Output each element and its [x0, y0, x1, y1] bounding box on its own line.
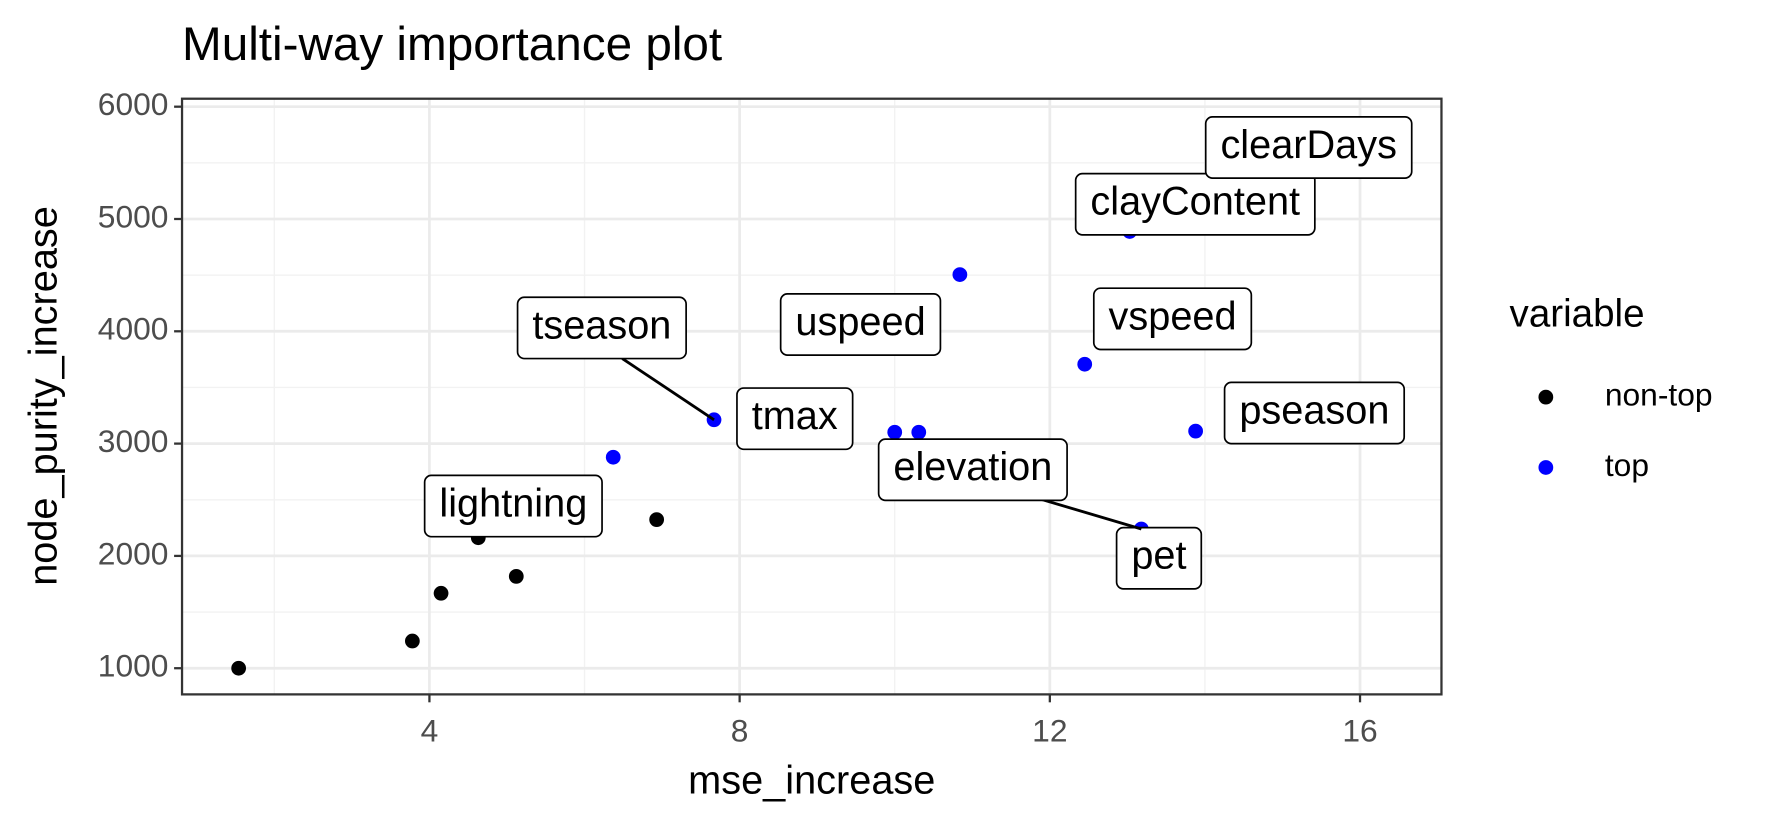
label-text: tseason — [532, 303, 671, 347]
y-tick-label: 1000 — [98, 648, 169, 684]
point — [231, 660, 247, 676]
point — [911, 424, 927, 440]
label-text: pseason — [1239, 388, 1389, 432]
point — [605, 449, 621, 465]
label-text: uspeed — [795, 300, 925, 344]
label-text: clearDays — [1220, 123, 1397, 167]
point-label: elevation — [877, 438, 1068, 502]
point — [649, 512, 665, 528]
point — [887, 424, 903, 440]
y-tick-label: 3000 — [98, 423, 169, 459]
point-label: uspeed — [779, 293, 942, 356]
label-text: tmax — [752, 394, 838, 438]
label-text: vspeed — [1109, 294, 1237, 338]
point-label: vspeed — [1092, 287, 1253, 351]
label-box — [779, 293, 942, 356]
y-tick-label: 5000 — [98, 198, 169, 234]
x-tick-label: 8 — [731, 712, 749, 748]
label-box — [877, 438, 1068, 502]
label-text: pet — [1131, 534, 1186, 578]
legend-key — [1538, 389, 1554, 405]
point-label: tseason — [516, 296, 687, 360]
point — [1188, 423, 1204, 439]
point — [508, 568, 524, 584]
point-label: tmax — [736, 387, 854, 451]
label-text: elevation — [893, 445, 1052, 489]
legend-label: top — [1605, 447, 1649, 483]
legend-title: variable — [1510, 293, 1645, 336]
point-label: clearDays — [1204, 116, 1413, 179]
label-connector — [621, 357, 715, 421]
point — [952, 267, 968, 282]
x-tick-label: 4 — [421, 712, 439, 748]
plot-panel — [180, 97, 1443, 696]
label-box — [1092, 287, 1253, 351]
point — [433, 585, 449, 601]
label-text: lightning — [439, 482, 587, 526]
x-tick-label: 16 — [1342, 712, 1377, 748]
label-box — [1074, 172, 1316, 236]
legend-label: non-top — [1605, 377, 1713, 413]
point-label: pseason — [1223, 381, 1406, 445]
point-label: clayContent — [1074, 172, 1316, 236]
point — [404, 633, 420, 649]
y-tick-label: 2000 — [98, 535, 169, 571]
label-box — [736, 387, 854, 451]
y-axis-title: node_purity_increase — [21, 206, 65, 586]
y-tick-label: 4000 — [98, 311, 169, 347]
label-box — [423, 474, 603, 538]
point-label: pet — [1115, 526, 1203, 590]
x-axis-title: mse_increase — [688, 758, 935, 802]
chart-title: Multi-way importance plot — [182, 18, 722, 71]
label-box — [516, 296, 687, 360]
x-tick-label: 12 — [1032, 712, 1067, 748]
label-box — [1115, 526, 1203, 590]
label-box — [1223, 381, 1406, 445]
point-label: lightning — [423, 474, 603, 538]
label-box — [1204, 116, 1413, 179]
label-text: clayContent — [1090, 180, 1300, 224]
point — [1077, 356, 1093, 372]
y-tick-label: 6000 — [98, 86, 169, 122]
legend-key — [1538, 460, 1554, 475]
